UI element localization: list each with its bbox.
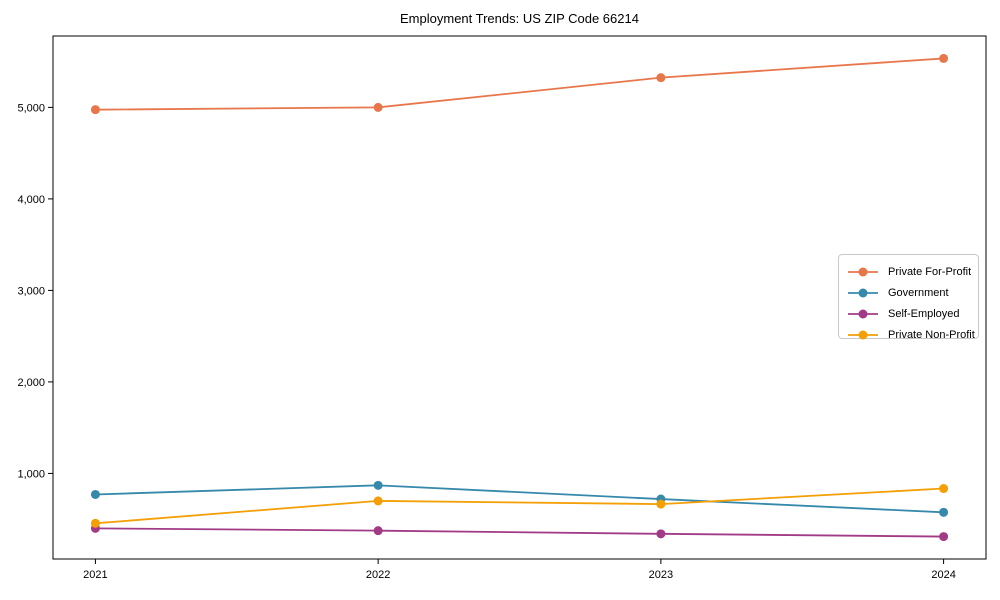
data-point-government: [90, 489, 100, 499]
legend-marker-icon: [848, 288, 878, 297]
x-tick-label: 2021: [83, 569, 107, 581]
data-point-government: [939, 507, 949, 517]
y-tick-label: 3,000: [17, 285, 45, 297]
data-point-private-for-profit: [90, 105, 100, 115]
x-tick-label: 2022: [366, 569, 390, 581]
data-point-government: [373, 480, 383, 490]
legend-label: Government: [888, 286, 949, 299]
legend-marker-icon: [848, 330, 878, 339]
data-point-self-employed: [939, 532, 949, 542]
data-point-private-for-profit: [373, 102, 383, 112]
data-point-private-non-profit: [656, 499, 666, 509]
legend-item-self-employed: Self-Employed: [839, 303, 978, 324]
data-point-private-non-profit: [90, 518, 100, 528]
series-line-private-for-profit: [95, 57, 944, 111]
x-tick-label: 2023: [649, 569, 673, 581]
y-tick-label: 5,000: [17, 102, 45, 114]
y-tick-label: 2,000: [17, 377, 45, 389]
data-point-self-employed: [656, 529, 666, 539]
legend-label: Private Non-Profit: [888, 328, 975, 341]
series-line-government: [95, 484, 944, 514]
y-tick-label: 1,000: [17, 468, 45, 480]
legend: Private For-Profit Government Self-Employe…: [838, 254, 979, 341]
data-point-private-for-profit: [939, 53, 949, 63]
axes-frame: [52, 35, 987, 560]
x-tick-label: 2024: [931, 569, 955, 581]
legend-item-government: Government: [839, 282, 978, 303]
series-line-self-employed: [95, 527, 944, 538]
legend-marker-icon: [848, 267, 878, 276]
data-point-private-non-profit: [373, 496, 383, 506]
data-point-private-for-profit: [656, 73, 666, 83]
legend-marker-icon: [848, 309, 878, 318]
legend-label: Self-Employed: [888, 307, 960, 320]
y-tick-label: 4,000: [17, 194, 45, 206]
legend-item-private-non-profit: Private Non-Profit: [839, 324, 978, 345]
data-point-private-non-profit: [939, 484, 949, 494]
legend-label: Private For-Profit: [888, 265, 972, 278]
chart-title: Employment Trends: US ZIP Code 66214: [400, 11, 639, 26]
legend-item-private-for-profit: Private For-Profit: [839, 261, 978, 282]
data-point-self-employed: [373, 526, 383, 536]
series-line-private-non-profit: [95, 487, 944, 525]
